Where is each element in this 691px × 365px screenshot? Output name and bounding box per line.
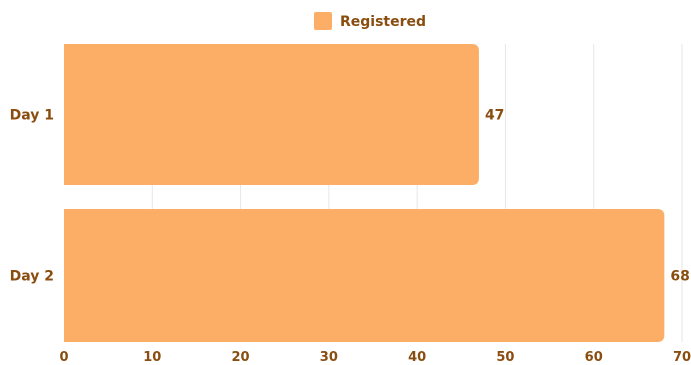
x-tick-label-60: 60 (585, 350, 603, 365)
x-tick-label-70: 70 (673, 350, 691, 365)
bar-day-1 (64, 44, 479, 185)
bar-day-2 (64, 209, 665, 342)
x-tick-label-10: 10 (143, 350, 161, 365)
x-tick-label-20: 20 (232, 350, 250, 365)
data-labels: 47 68 (485, 108, 690, 285)
data-label-day-2: 68 (670, 269, 689, 285)
legend-label-registered: Registered (340, 14, 426, 30)
y-category-label-day-2: Day 2 (10, 269, 54, 285)
bars (64, 44, 665, 342)
x-tick-label-50: 50 (496, 350, 514, 365)
x-tick-label-30: 30 (320, 350, 338, 365)
x-tick-label-0: 0 (59, 350, 68, 365)
axes: 0 10 20 30 40 50 60 70 Day 1 Day 2 (10, 108, 691, 365)
data-label-day-1: 47 (485, 108, 504, 124)
legend-swatch-registered (314, 12, 332, 30)
x-tick-label-40: 40 (408, 350, 426, 365)
y-category-label-day-1: Day 1 (10, 108, 54, 124)
legend: Registered (314, 12, 426, 30)
